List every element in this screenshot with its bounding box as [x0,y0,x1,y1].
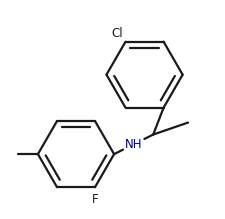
Text: NH: NH [124,138,142,151]
Text: Cl: Cl [111,26,123,39]
Text: F: F [91,193,98,205]
